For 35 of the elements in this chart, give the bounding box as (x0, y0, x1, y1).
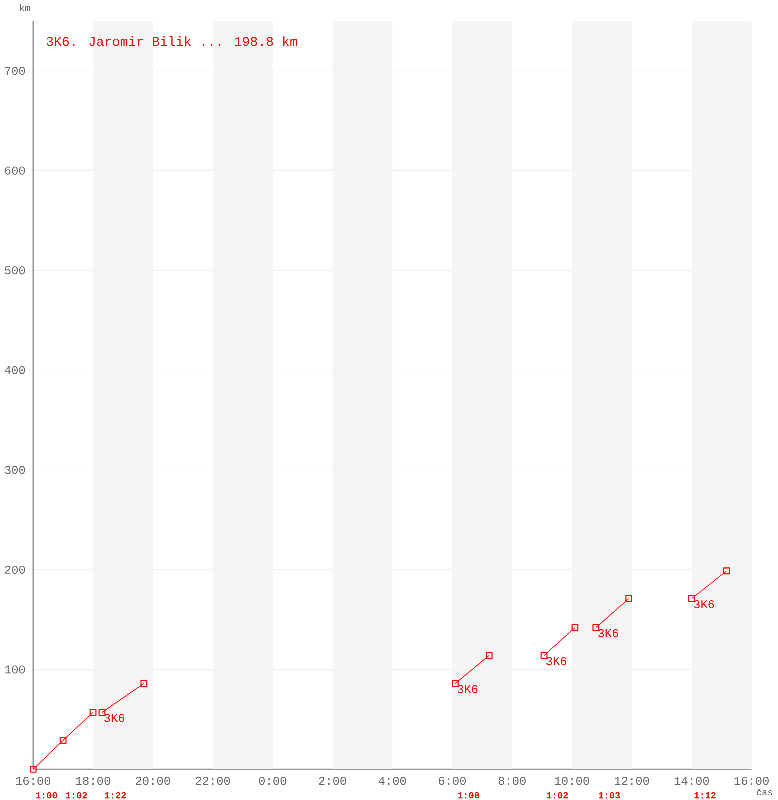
text: 1:02 (547, 792, 568, 799)
annotation: 3K6 (458, 685, 478, 694)
annotation: 3K6 (694, 600, 714, 609)
x-tick-label: 16:00 (734, 776, 770, 786)
y-tick-label: 400 (5, 366, 26, 374)
y-tick-label: 100 (5, 666, 26, 674)
x-tick-label: 4:00 (379, 776, 406, 786)
x-tick-label: 12:00 (615, 776, 650, 786)
text: 3K6. Jaromir Bilik ... 198.8 km (47, 36, 298, 46)
x-tick-label: 16:00 (16, 776, 51, 786)
text: 1:22 (105, 792, 126, 799)
annotation: 3K6 (546, 657, 567, 666)
annotation: 3K6 (104, 714, 125, 722)
x-tick-label: 18:00 (76, 776, 111, 786)
text: 1:02 (66, 792, 88, 799)
x-tick-label: 0:00 (259, 776, 287, 786)
x-tick-label: 22:00 (196, 776, 230, 786)
x-tick-label: 2:00 (319, 776, 347, 786)
y-tick-label: 200 (5, 566, 26, 574)
annotation: 3K6 (598, 629, 619, 638)
y-tick-label: 300 (5, 466, 26, 474)
y-tick-label: 600 (5, 166, 26, 175)
x-tick-label: 8:00 (498, 776, 526, 786)
x-tick-label: 10:00 (555, 776, 590, 786)
y-tick-label: 700 (6, 66, 26, 76)
text: 1:08 (458, 792, 480, 799)
text: 1:00 (36, 792, 58, 799)
x-tick-label: 20:00 (136, 776, 170, 786)
text: 1:03 (599, 792, 620, 799)
y-tick-label: 500 (5, 266, 26, 275)
y-axis-title: km (20, 4, 30, 12)
x-axis-title: čas (757, 788, 773, 796)
x-tick-label: 6:00 (439, 776, 466, 786)
x-tick-label: 14:00 (675, 776, 710, 786)
text: 1:12 (694, 792, 716, 799)
